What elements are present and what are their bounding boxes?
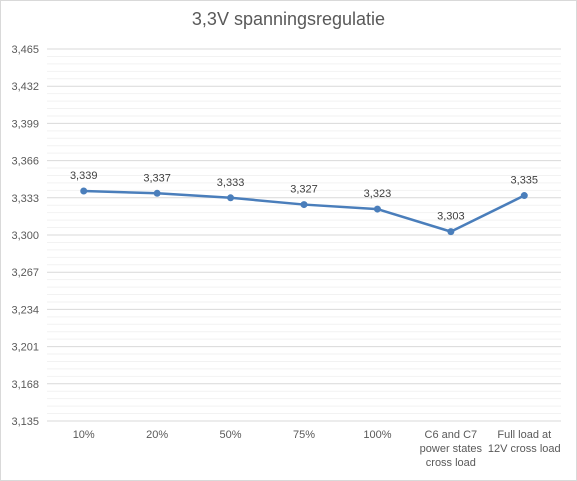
y-tick-label: 3,201 (11, 342, 39, 354)
minor-gridlines (47, 55, 561, 415)
x-tick-label: 100% (363, 429, 391, 441)
y-tick-label: 3,366 (11, 156, 39, 168)
y-tick-label: 3,333 (11, 193, 39, 205)
y-tick-label: 3,234 (11, 304, 39, 316)
data-label: 3,333 (217, 177, 245, 189)
y-tick-label: 3,432 (11, 81, 39, 93)
data-point (153, 189, 161, 197)
chart-title: 3,3V spanningsregulatie (191, 9, 386, 29)
y-tick-label: 3,267 (11, 267, 39, 279)
x-tick-label: 20% (146, 429, 168, 441)
data-label: 3,339 (70, 170, 98, 182)
data-point (80, 187, 88, 195)
x-tick-label: 10% (73, 429, 95, 441)
data-point (300, 201, 308, 209)
series-layer (80, 187, 528, 236)
data-labels: 3,339 3,337 3,333 3,327 3,323 3,303 3,335 (70, 170, 538, 223)
y-tick-label: 3,135 (11, 416, 39, 428)
data-point (447, 228, 455, 236)
data-point (227, 194, 235, 202)
x-tick-label: 75% (293, 429, 315, 441)
y-axis-tick-labels: 3,135 3,168 3,201 3,234 3,267 3,300 3,333 3,366… (11, 44, 39, 428)
data-label: 3,335 (511, 175, 539, 187)
data-label: 3,327 (290, 184, 318, 196)
data-label: 3,303 (437, 211, 465, 223)
data-point (373, 205, 381, 213)
major-gridlines (47, 48, 561, 422)
data-label: 3,337 (143, 172, 171, 184)
data-point (520, 192, 528, 200)
x-tick-label: C6 and C7 power states cross load (420, 429, 483, 469)
x-tick-label: 50% (220, 429, 242, 441)
x-tick-label: Full load at 12V cross load (488, 429, 561, 455)
x-axis-tick-labels: 10% 20% 50% 75% 100% C6 and C7 power states cro… (73, 429, 561, 469)
data-label: 3,323 (364, 188, 392, 200)
y-tick-label: 3,465 (11, 44, 39, 56)
y-tick-label: 3,300 (11, 230, 39, 242)
y-tick-label: 3,399 (11, 118, 39, 130)
y-tick-label: 3,168 (11, 379, 39, 391)
